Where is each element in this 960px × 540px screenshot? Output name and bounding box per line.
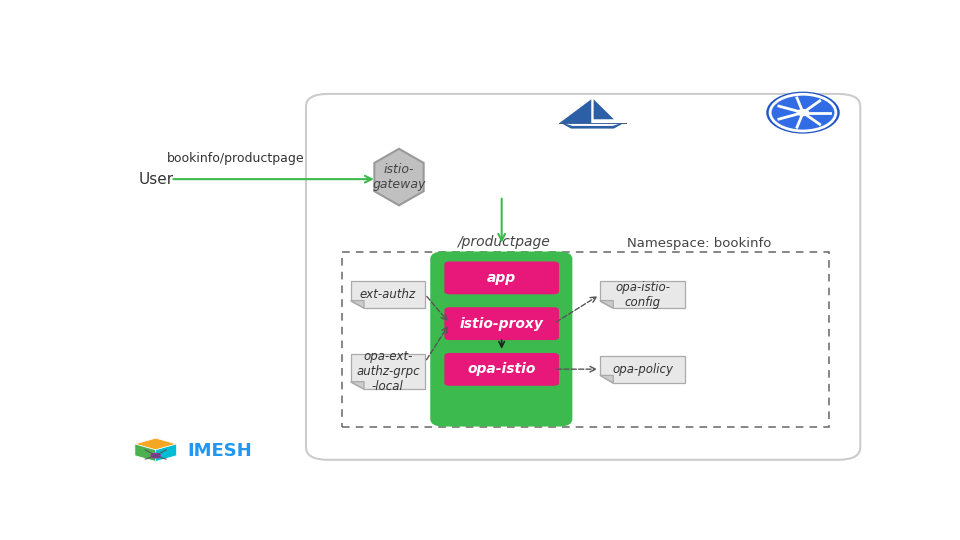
Text: istio-proxy: istio-proxy (460, 316, 543, 330)
Text: Namespace: bookinfo: Namespace: bookinfo (627, 237, 771, 250)
Polygon shape (600, 301, 613, 308)
Text: istio-
gateway: istio- gateway (372, 163, 425, 191)
FancyBboxPatch shape (444, 261, 559, 294)
Polygon shape (562, 123, 623, 129)
Text: opa-policy: opa-policy (612, 363, 673, 376)
Polygon shape (559, 99, 591, 123)
Polygon shape (350, 301, 364, 308)
Polygon shape (350, 382, 364, 389)
FancyBboxPatch shape (306, 94, 860, 460)
Circle shape (767, 93, 839, 133)
Circle shape (151, 453, 161, 458)
Text: ext-authz: ext-authz (360, 288, 416, 301)
Polygon shape (600, 375, 613, 383)
Polygon shape (566, 124, 618, 126)
Text: User: User (138, 172, 174, 187)
Text: app: app (487, 271, 516, 285)
Polygon shape (134, 444, 156, 462)
Polygon shape (134, 438, 177, 450)
FancyBboxPatch shape (430, 252, 572, 427)
Text: /productpage: /productpage (457, 234, 549, 248)
Text: IMESH: IMESH (187, 442, 252, 460)
Polygon shape (350, 281, 425, 308)
Text: bookinfo/productpage: bookinfo/productpage (166, 152, 304, 165)
Text: opa-istio: opa-istio (468, 362, 536, 376)
Text: opa-ext-
authz-grpc
-local: opa-ext- authz-grpc -local (356, 350, 420, 393)
FancyBboxPatch shape (444, 353, 559, 386)
Text: opa-istio-
config: opa-istio- config (615, 280, 670, 308)
Polygon shape (593, 99, 613, 119)
Polygon shape (374, 149, 423, 205)
FancyBboxPatch shape (444, 307, 559, 340)
Circle shape (797, 109, 809, 116)
Polygon shape (350, 354, 425, 389)
Polygon shape (600, 356, 685, 383)
Polygon shape (600, 281, 685, 308)
Polygon shape (156, 444, 177, 462)
